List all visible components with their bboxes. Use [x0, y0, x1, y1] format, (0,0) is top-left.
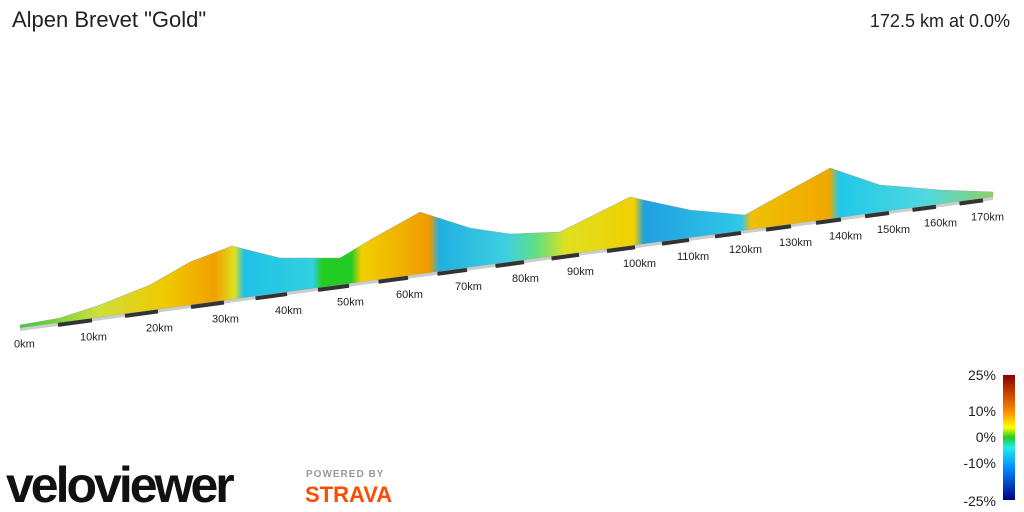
distance-label: 20km — [146, 322, 173, 334]
logo: veloviewer — [6, 457, 234, 512]
distance-label: 40km — [275, 305, 302, 317]
distance-label: 10km — [80, 331, 107, 343]
gradient-legend: 25% 10% 0% -10% -25% — [963, 367, 996, 509]
distance-label: 110km — [677, 251, 709, 263]
distance-label: 70km — [455, 281, 482, 293]
elevation-profile — [20, 168, 993, 328]
distance-label: 170km — [971, 211, 1004, 223]
distance-label: 0km — [14, 338, 35, 350]
title: Alpen Brevet "Gold" — [12, 7, 206, 32]
distance-label: 50km — [337, 297, 364, 309]
summary: 172.5 km at 0.0% — [870, 11, 1010, 31]
powered-by: POWERED BY — [306, 469, 384, 480]
distance-axis: 0km 10km 20km 30km 40km 50km 60km 70km 80km 90km 1… — [14, 200, 1004, 350]
strava: STRAVA — [305, 482, 392, 507]
distance-label: 160km — [924, 218, 957, 230]
legend-label: 10% — [968, 403, 996, 419]
legend-label: -25% — [963, 493, 996, 509]
distance-label: 130km — [779, 237, 812, 249]
distance-label: 140km — [829, 230, 862, 242]
distance-label: 100km — [623, 258, 656, 270]
distance-label: 30km — [212, 314, 239, 326]
distance-label: 60km — [396, 289, 423, 301]
gradient-scale — [1003, 375, 1015, 500]
distance-label: 120km — [729, 244, 762, 256]
distance-label: 90km — [567, 266, 594, 278]
distance-label: 150km — [877, 224, 910, 236]
distance-label: 80km — [512, 273, 539, 285]
legend-label: 0% — [976, 429, 996, 445]
legend-label: 25% — [968, 367, 996, 383]
legend-label: -10% — [963, 455, 996, 471]
